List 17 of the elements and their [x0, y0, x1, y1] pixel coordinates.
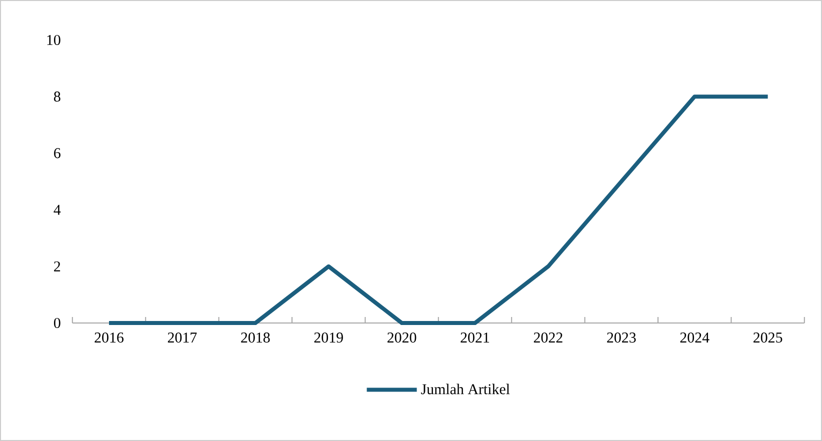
- x-tick-label: 2019: [314, 332, 343, 343]
- y-tick-label: 8: [54, 92, 60, 102]
- x-tick-label: 2017: [168, 332, 197, 343]
- legend-label: Jumlah Artikel: [421, 384, 510, 394]
- x-tick-label: 2022: [534, 332, 562, 343]
- y-tick-label: 2: [54, 261, 60, 272]
- x-tick-label: 2020: [388, 332, 416, 343]
- y-tick-label: 6: [54, 148, 60, 158]
- x-tick-label: 2024: [680, 332, 710, 343]
- x-tick-label: 2021: [460, 332, 490, 343]
- x-tick-label: 2023: [607, 332, 636, 343]
- x-tick-label: 2025: [754, 332, 782, 343]
- x-tick-label: 2018: [241, 332, 270, 343]
- y-tick-label: 10: [47, 34, 60, 46]
- x-tick-label: 2016: [94, 332, 124, 343]
- y-tick-label: 4: [54, 204, 61, 215]
- y-tick-label: 0: [54, 318, 60, 328]
